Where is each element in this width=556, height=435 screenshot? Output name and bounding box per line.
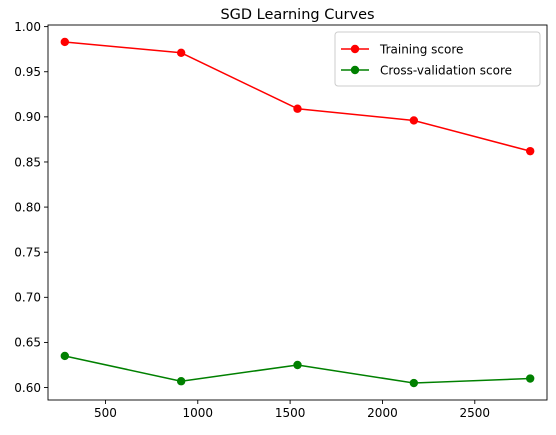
legend-marker — [350, 65, 360, 75]
series-line-1 — [64, 355, 531, 384]
x-tick-label: 2000 — [367, 406, 398, 420]
data-point — [293, 360, 302, 370]
plot-frame — [47, 24, 548, 401]
y-tick-label: 0.90 — [14, 110, 41, 124]
legend-label: Training score — [379, 42, 463, 56]
legend-label: Cross-validation score — [380, 63, 512, 77]
legend: Training score Cross-validation score — [334, 31, 541, 87]
y-axis: 0.60 0.65 0.70 0.75 0.80 0.85 0.90 0.95 1.00 — [14, 20, 48, 395]
y-tick-label: 0.75 — [14, 246, 41, 260]
data-point — [525, 146, 535, 156]
x-axis: 500 1000 1500 2000 2500 — [94, 400, 490, 420]
y-tick-label: 0.70 — [14, 291, 41, 305]
x-tick-label: 500 — [94, 406, 117, 420]
legend-marker — [350, 44, 360, 54]
y-tick-label: 0.80 — [14, 200, 41, 214]
series-layer — [60, 37, 535, 388]
data-point — [60, 37, 70, 47]
data-point — [176, 48, 186, 57]
y-tick-label: 0.65 — [14, 336, 41, 350]
chart-title: SGD Learning Curves — [220, 7, 374, 23]
legend-box — [334, 31, 541, 87]
x-tick-label: 1500 — [275, 406, 306, 420]
y-tick-label: 0.85 — [14, 155, 41, 169]
data-point — [409, 116, 419, 125]
data-point — [60, 351, 70, 361]
x-tick-label: 2500 — [460, 406, 491, 420]
data-point — [409, 378, 419, 388]
data-point — [293, 104, 302, 113]
y-tick-label: 1.00 — [14, 20, 41, 34]
data-point — [176, 377, 186, 386]
y-tick-label: 0.60 — [14, 381, 41, 395]
x-tick-label: 1000 — [183, 406, 214, 420]
data-point — [525, 374, 535, 383]
y-tick-label: 0.95 — [14, 65, 41, 79]
